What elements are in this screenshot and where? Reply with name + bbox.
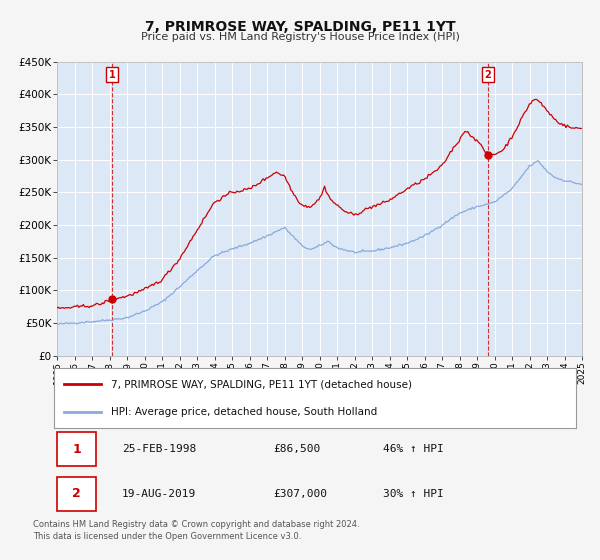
Text: 19-AUG-2019: 19-AUG-2019 [122, 489, 196, 499]
Text: 1: 1 [109, 69, 115, 80]
Text: 30% ↑ HPI: 30% ↑ HPI [383, 489, 443, 499]
Text: Price paid vs. HM Land Registry's House Price Index (HPI): Price paid vs. HM Land Registry's House … [140, 32, 460, 43]
Text: 7, PRIMROSE WAY, SPALDING, PE11 1YT (detached house): 7, PRIMROSE WAY, SPALDING, PE11 1YT (det… [112, 379, 412, 389]
Text: 25-FEB-1998: 25-FEB-1998 [122, 444, 196, 454]
Text: 1: 1 [72, 442, 81, 456]
Text: 46% ↑ HPI: 46% ↑ HPI [383, 444, 443, 454]
Text: 7, PRIMROSE WAY, SPALDING, PE11 1YT: 7, PRIMROSE WAY, SPALDING, PE11 1YT [145, 20, 455, 34]
Text: 2: 2 [485, 69, 491, 80]
FancyBboxPatch shape [56, 432, 96, 466]
Text: £86,500: £86,500 [273, 444, 320, 454]
Text: This data is licensed under the Open Government Licence v3.0.: This data is licensed under the Open Gov… [33, 532, 301, 541]
FancyBboxPatch shape [56, 477, 96, 511]
Text: 2: 2 [72, 487, 81, 501]
Text: Contains HM Land Registry data © Crown copyright and database right 2024.: Contains HM Land Registry data © Crown c… [33, 520, 359, 529]
Text: HPI: Average price, detached house, South Holland: HPI: Average price, detached house, Sout… [112, 407, 377, 417]
Text: £307,000: £307,000 [273, 489, 327, 499]
